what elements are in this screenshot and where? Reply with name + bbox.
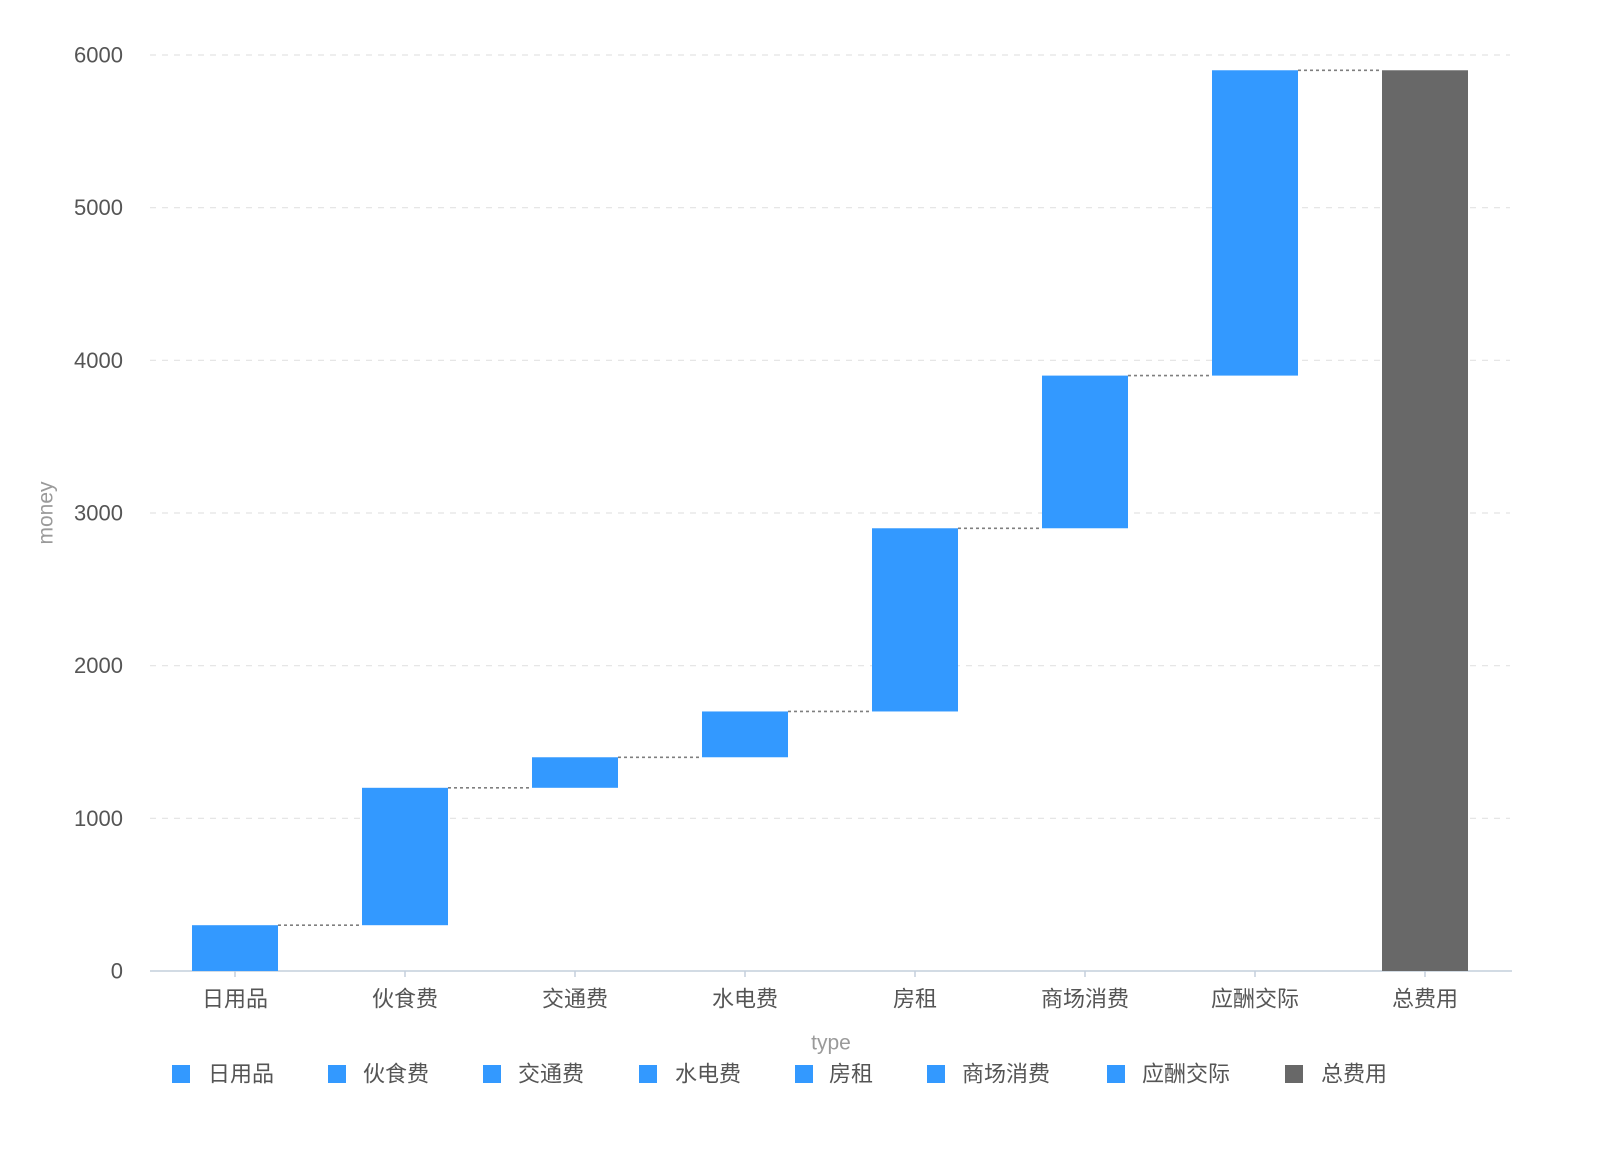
- legend-marker: [172, 1065, 190, 1083]
- legend-marker: [328, 1065, 346, 1083]
- legend: 日用品 伙食费 交通费 水电费 房租 商场消费 应酬交际 总费用: [172, 1062, 1387, 1087]
- legend-label: 房租: [829, 1062, 873, 1087]
- connectors: [278, 69, 1382, 927]
- bar-increase[interactable]: [872, 528, 958, 712]
- legend-item[interactable]: 交通费: [483, 1062, 584, 1087]
- y-axis: 0 1000 2000 3000 4000 5000 6000: [74, 43, 123, 984]
- bar-increase[interactable]: [1212, 70, 1298, 376]
- y-tick-label: 4000: [74, 348, 123, 373]
- bar-increase[interactable]: [702, 711, 788, 758]
- x-axis-title: type: [811, 1032, 851, 1055]
- x-tick-label: 总费用: [1392, 987, 1458, 1012]
- legend-label: 商场消费: [962, 1062, 1050, 1087]
- gridlines: [150, 54, 1510, 819]
- bar-increase[interactable]: [532, 757, 618, 788]
- bar-increase[interactable]: [192, 925, 278, 971]
- bar-total[interactable]: [1382, 70, 1468, 972]
- bars: [192, 70, 1468, 972]
- legend-label: 交通费: [518, 1062, 584, 1087]
- y-tick-label: 6000: [74, 43, 123, 68]
- x-tick-label: 水电费: [712, 987, 778, 1012]
- x-tick-label: 商场消费: [1041, 987, 1129, 1012]
- legend-item[interactable]: 房租: [795, 1062, 873, 1087]
- legend-label: 伙食费: [363, 1062, 429, 1087]
- legend-item[interactable]: 水电费: [639, 1062, 741, 1087]
- x-tick-label: 交通费: [542, 987, 608, 1012]
- legend-item[interactable]: 应酬交际: [1107, 1062, 1230, 1087]
- y-tick-label: 0: [111, 959, 123, 984]
- y-tick-label: 2000: [74, 653, 123, 678]
- legend-item[interactable]: 商场消费: [927, 1062, 1050, 1087]
- x-tick-label: 日用品: [202, 987, 268, 1012]
- x-tick-label: 伙食费: [372, 987, 438, 1012]
- bar-increase[interactable]: [1042, 375, 1128, 529]
- y-tick-label: 5000: [74, 195, 123, 220]
- legend-label: 应酬交际: [1142, 1062, 1230, 1087]
- legend-label: 总费用: [1321, 1062, 1387, 1087]
- legend-item[interactable]: 日用品: [172, 1062, 274, 1087]
- legend-marker: [639, 1065, 657, 1083]
- legend-item[interactable]: 伙食费: [328, 1062, 429, 1087]
- legend-item[interactable]: 总费用: [1285, 1062, 1387, 1087]
- legend-label: 日用品: [208, 1062, 274, 1087]
- legend-marker: [795, 1065, 813, 1083]
- x-tick-label: 房租: [893, 987, 937, 1012]
- legend-marker: [927, 1065, 945, 1083]
- y-tick-label: 1000: [74, 806, 123, 831]
- legend-marker: [1107, 1065, 1125, 1083]
- y-axis-title: money: [35, 481, 58, 545]
- y-tick-label: 3000: [74, 501, 123, 526]
- bar-increase[interactable]: [362, 787, 448, 926]
- legend-marker: [1285, 1065, 1303, 1083]
- x-axis: 日用品 伙食费 交通费 水电费 房租 商场消费 应酬交际 总费用: [150, 970, 1512, 1012]
- legend-marker: [483, 1065, 501, 1083]
- x-tick-label: 应酬交际: [1211, 987, 1299, 1012]
- legend-label: 水电费: [675, 1062, 741, 1087]
